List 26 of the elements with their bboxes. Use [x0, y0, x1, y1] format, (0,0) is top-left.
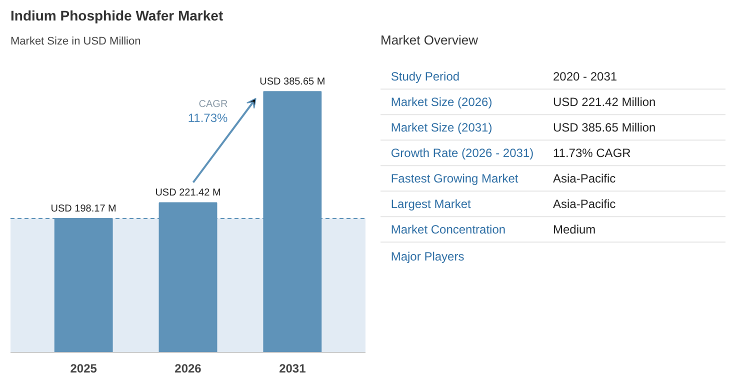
text: Medium [553, 222, 596, 236]
category-label: Study Period [390, 70, 460, 84]
text: USD 221.42 Million [553, 95, 656, 109]
annotation: CAGR [198, 98, 228, 110]
data-label: USD 385.65 M [260, 76, 326, 88]
text: Asia-Pacific [553, 197, 616, 211]
chart-subtitle: Market Size in USD Million [10, 36, 141, 48]
text: 2020 - 2031 [553, 70, 618, 84]
category-label: Market Size (2026) [390, 95, 492, 109]
text: Asia-Pacific [553, 172, 616, 186]
annotation: 11.73% [188, 110, 228, 125]
text: Major Players [390, 250, 464, 264]
x-tick-label: 2031 [279, 362, 306, 376]
text: 11.73% CAGR [553, 146, 631, 160]
text: Market Overview [380, 32, 479, 48]
category-label: Market Size (2031) [390, 120, 492, 134]
category-label: Largest Market [390, 197, 472, 211]
data-label: USD 221.42 M [155, 188, 221, 199]
data-label: USD 198.17 M [50, 203, 116, 214]
category-label: Fastest Growing Market [390, 172, 519, 186]
x-tick-label: 2025 [70, 362, 98, 376]
category-label: Market Concentration [390, 222, 506, 236]
text: USD 385.65 Million [553, 120, 656, 134]
chart-title: Indium Phosphide Wafer Market [10, 8, 224, 24]
category-label: Growth Rate (2026 - 2031) [390, 146, 534, 160]
x-tick-label: 2026 [174, 362, 202, 376]
